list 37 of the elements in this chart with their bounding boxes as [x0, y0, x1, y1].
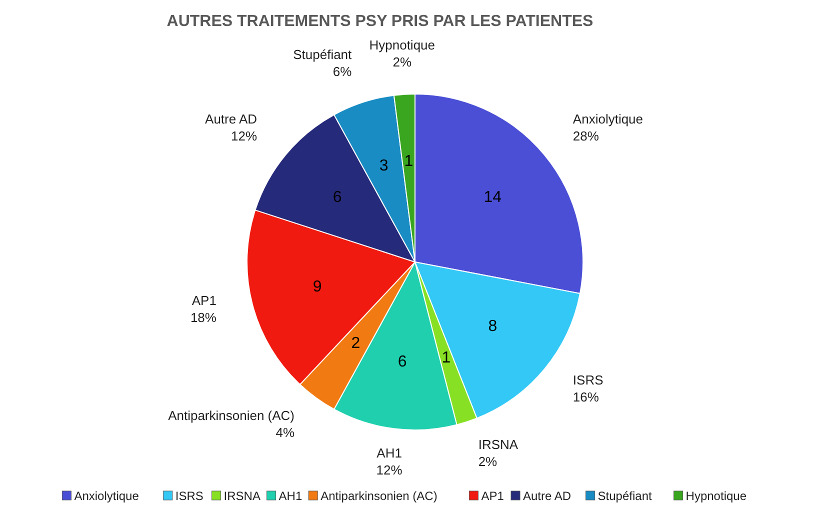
text: 2% [478, 454, 498, 469]
slice-label: ISRS [572, 372, 604, 388]
data-label: 6 [398, 354, 407, 371]
data-label: 8 [488, 318, 498, 335]
slice-label: AH1 [376, 445, 402, 460]
data-label: 9 [312, 278, 322, 296]
slice-label: Autre AD [205, 111, 258, 126]
slice-label: Anxiolytique [572, 111, 644, 126]
data-label: 2 [351, 335, 360, 352]
text: 18% [190, 310, 217, 325]
text: 4% [276, 424, 295, 440]
text: 6% [332, 64, 352, 80]
legend-label: Antiparkinsonien (AC) [320, 489, 438, 503]
legend-label: Anxiolytique [74, 489, 140, 503]
data-label: 14 [484, 189, 502, 206]
legend-label: AP1 [481, 489, 504, 503]
data-label: 1 [442, 349, 451, 366]
legend-label: AH1 [278, 489, 302, 503]
text: 2% [392, 54, 412, 70]
text: 12% [231, 128, 258, 144]
data-label: 1 [404, 152, 414, 170]
slice-label: Antiparkinsonien (AC) [168, 408, 295, 423]
chart-title: AUTRES TRAITEMENTS PSY PRIS PAR LES PATIENTES [166, 13, 594, 30]
text: 12% [376, 462, 403, 478]
legend-label: Hypnotique [686, 489, 747, 503]
slice-label: Stupéfiant [293, 47, 352, 62]
data-label: 3 [379, 158, 388, 175]
slice-label: IRSNA [478, 436, 518, 452]
legend-label: Stupéfiant [598, 489, 653, 503]
legend-label: Autre AD [523, 489, 572, 503]
text: 16% [572, 390, 600, 405]
legend-label: IRSNA [224, 489, 260, 503]
slice-label: AP1 [192, 292, 216, 308]
legend-label: ISRS [175, 489, 204, 503]
text: 28% [572, 128, 600, 144]
data-label: 6 [332, 189, 342, 206]
slice-label: Hypnotique [369, 37, 436, 52]
